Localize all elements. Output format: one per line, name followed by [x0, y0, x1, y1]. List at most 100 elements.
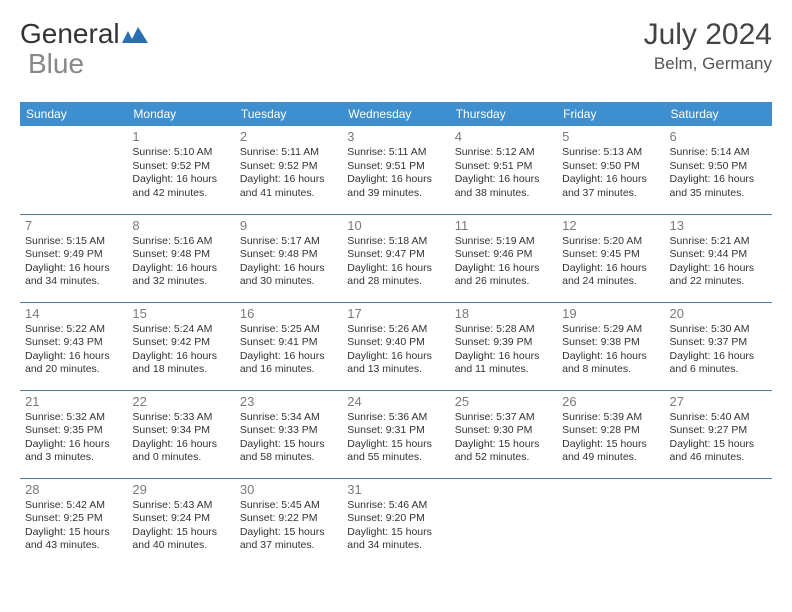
calendar-cell: 3 Sunrise: 5:11 AMSunset: 9:51 PMDaylight…: [342, 126, 449, 214]
day-details: Sunrise: 5:19 AMSunset: 9:46 PMDaylight:…: [455, 235, 552, 290]
calendar-cell: [557, 478, 664, 566]
calendar-cell: 29Sunrise: 5:43 AMSunset: 9:24 PMDayligh…: [127, 478, 234, 566]
col-fri: Friday: [557, 102, 664, 126]
calendar-cell: 9 Sunrise: 5:17 AMSunset: 9:48 PMDaylight…: [235, 214, 342, 302]
day-details: Sunrise: 5:39 AMSunset: 9:28 PMDaylight:…: [562, 411, 659, 466]
day-number: 8: [132, 218, 229, 233]
calendar-cell: 4Sunrise: 5:12 AMSunset: 9:51 PMDaylight…: [450, 126, 557, 214]
day-number: 23: [240, 394, 337, 409]
calendar-cell: 20Sunrise: 5:30 AMSunset: 9:37 PMDayligh…: [665, 302, 772, 390]
day-details: Sunrise: 5:29 AMSunset: 9:38 PMDaylight:…: [562, 323, 659, 378]
calendar-row: 1 Sunrise: 5:10 AMSunset: 9:52 PMDaylight…: [20, 126, 772, 214]
day-number: 1: [132, 129, 229, 144]
day-number: 4: [455, 129, 552, 144]
calendar-cell: 2Sunrise: 5:11 AMSunset: 9:52 PMDaylight…: [235, 126, 342, 214]
day-details: Sunrise: 5:17 AMSunset: 9:48 PMDaylight:…: [240, 235, 337, 290]
calendar-cell: 25 Sunrise: 5:37 AMSunset: 9:30 PMDayligh…: [450, 390, 557, 478]
day-number: 27: [670, 394, 767, 409]
calendar-cell: 22Sunrise: 5:33 AMSunset: 9:34 PMDayligh…: [127, 390, 234, 478]
calendar-row: 7Sunrise: 5:15 AMSunset: 9:49 PMDaylight…: [20, 214, 772, 302]
day-number: 17: [347, 306, 444, 321]
calendar-cell: 27 Sunrise: 5:40 AMSunset: 9:27 PMDayligh…: [665, 390, 772, 478]
day-number: 5: [562, 129, 659, 144]
col-sat: Saturday: [665, 102, 772, 126]
day-number: 28: [25, 482, 122, 497]
day-details: Sunrise: 5:46 AMSunset: 9:20 PMDaylight:…: [347, 499, 444, 554]
day-number: 9: [240, 218, 337, 233]
calendar-cell: 12 Sunrise: 5:20 AMSunset: 9:45 PMDayligh…: [557, 214, 664, 302]
day-details: Sunrise: 5:14 AMSunset: 9:50 PMDaylight:…: [670, 146, 767, 201]
col-wed: Wednesday: [342, 102, 449, 126]
calendar-cell: 1 Sunrise: 5:10 AMSunset: 9:52 PMDaylight…: [127, 126, 234, 214]
day-details: Sunrise: 5:37 AMSunset: 9:30 PMDaylight:…: [455, 411, 552, 466]
day-details: Sunrise: 5:26 AMSunset: 9:40 PMDaylight:…: [347, 323, 444, 378]
day-number: 20: [670, 306, 767, 321]
month-title: July 2024: [644, 18, 772, 52]
day-details: Sunrise: 5:42 AMSunset: 9:25 PMDaylight:…: [25, 499, 122, 554]
day-details: Sunrise: 5:28 AMSunset: 9:39 PMDaylight:…: [455, 323, 552, 378]
day-details: Sunrise: 5:32 AMSunset: 9:35 PMDaylight:…: [25, 411, 122, 466]
day-number: 13: [670, 218, 767, 233]
calendar-cell: [20, 126, 127, 214]
day-details: Sunrise: 5:36 AMSunset: 9:31 PMDaylight:…: [347, 411, 444, 466]
day-number: 14: [25, 306, 122, 321]
calendar-cell: 19 Sunrise: 5:29 AMSunset: 9:38 PMDayligh…: [557, 302, 664, 390]
day-number: 29: [132, 482, 229, 497]
calendar-cell: 30 Sunrise: 5:45 AMSunset: 9:22 PMDayligh…: [235, 478, 342, 566]
day-details: Sunrise: 5:22 AMSunset: 9:43 PMDaylight:…: [25, 323, 122, 378]
day-number: 26: [562, 394, 659, 409]
day-details: Sunrise: 5:10 AMSunset: 9:52 PMDaylight:…: [132, 146, 229, 201]
calendar-cell: 7Sunrise: 5:15 AMSunset: 9:49 PMDaylight…: [20, 214, 127, 302]
location: Belm, Germany: [644, 54, 772, 74]
calendar-cell: 24 Sunrise: 5:36 AMSunset: 9:31 PMDayligh…: [342, 390, 449, 478]
calendar-cell: [450, 478, 557, 566]
header: General July 2024 Belm, Germany: [20, 18, 772, 74]
calendar-cell: 8Sunrise: 5:16 AMSunset: 9:48 PMDaylight…: [127, 214, 234, 302]
day-details: Sunrise: 5:11 AMSunset: 9:51 PMDaylight:…: [347, 146, 444, 201]
day-details: Sunrise: 5:13 AMSunset: 9:50 PMDaylight:…: [562, 146, 659, 201]
calendar-cell: 23Sunrise: 5:34 AMSunset: 9:33 PMDayligh…: [235, 390, 342, 478]
day-details: Sunrise: 5:25 AMSunset: 9:41 PMDaylight:…: [240, 323, 337, 378]
day-number: 25: [455, 394, 552, 409]
calendar-cell: 6Sunrise: 5:14 AMSunset: 9:50 PMDaylight…: [665, 126, 772, 214]
day-number: 7: [25, 218, 122, 233]
col-thu: Thursday: [450, 102, 557, 126]
title-block: July 2024 Belm, Germany: [644, 18, 772, 74]
calendar-table: Sunday Monday Tuesday Wednesday Thursday…: [20, 102, 772, 566]
calendar-cell: 10Sunrise: 5:18 AMSunset: 9:47 PMDayligh…: [342, 214, 449, 302]
day-number: 15: [132, 306, 229, 321]
calendar-cell: 18Sunrise: 5:28 AMSunset: 9:39 PMDayligh…: [450, 302, 557, 390]
day-number: 11: [455, 218, 552, 233]
day-number: 31: [347, 482, 444, 497]
day-details: Sunrise: 5:45 AMSunset: 9:22 PMDaylight:…: [240, 499, 337, 554]
logo-wave-icon: [122, 18, 148, 50]
calendar-cell: 11 Sunrise: 5:19 AMSunset: 9:46 PMDayligh…: [450, 214, 557, 302]
day-number: 24: [347, 394, 444, 409]
calendar-cell: 16 Sunrise: 5:25 AMSunset: 9:41 PMDayligh…: [235, 302, 342, 390]
col-mon: Monday: [127, 102, 234, 126]
day-number: 3: [347, 129, 444, 144]
day-details: Sunrise: 5:40 AMSunset: 9:27 PMDaylight:…: [670, 411, 767, 466]
calendar-cell: 13 Sunrise: 5:21 AMSunset: 9:44 PMDayligh…: [665, 214, 772, 302]
logo-part1: General: [20, 18, 120, 50]
day-number: 12: [562, 218, 659, 233]
calendar-cell: 28 Sunrise: 5:42 AMSunset: 9:25 PMDayligh…: [20, 478, 127, 566]
day-number: 22: [132, 394, 229, 409]
calendar-row: 28 Sunrise: 5:42 AMSunset: 9:25 PMDayligh…: [20, 478, 772, 566]
logo-part2: Blue: [28, 48, 84, 79]
day-number: 19: [562, 306, 659, 321]
calendar-cell: 21 Sunrise: 5:32 AMSunset: 9:35 PMDayligh…: [20, 390, 127, 478]
day-number: 30: [240, 482, 337, 497]
day-number: 10: [347, 218, 444, 233]
calendar-cell: 14 Sunrise: 5:22 AMSunset: 9:43 PMDayligh…: [20, 302, 127, 390]
day-details: Sunrise: 5:21 AMSunset: 9:44 PMDaylight:…: [670, 235, 767, 290]
calendar-cell: 15Sunrise: 5:24 AMSunset: 9:42 PMDayligh…: [127, 302, 234, 390]
calendar-cell: 17 Sunrise: 5:26 AMSunset: 9:40 PMDayligh…: [342, 302, 449, 390]
logo: General: [20, 18, 148, 50]
day-details: Sunrise: 5:20 AMSunset: 9:45 PMDaylight:…: [562, 235, 659, 290]
day-number: 16: [240, 306, 337, 321]
col-tue: Tuesday: [235, 102, 342, 126]
col-sun: Sunday: [20, 102, 127, 126]
day-number: 21: [25, 394, 122, 409]
calendar-row: 14 Sunrise: 5:22 AMSunset: 9:43 PMDayligh…: [20, 302, 772, 390]
